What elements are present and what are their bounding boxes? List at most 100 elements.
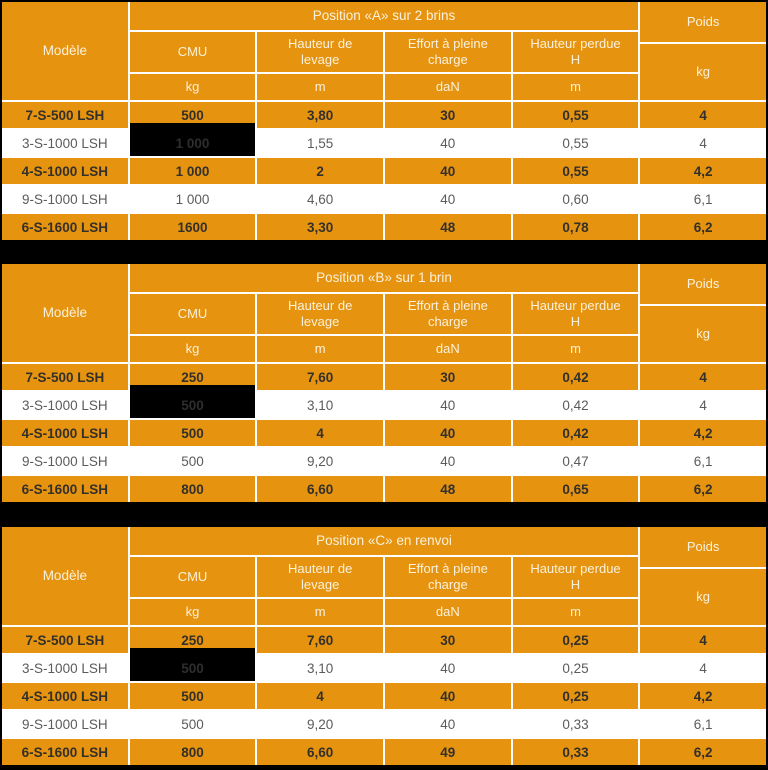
header-position-title: Position «C» en renvoi bbox=[129, 527, 639, 555]
cell-perdue: 0,33 bbox=[512, 739, 639, 765]
table-row: 4-S-1000 LSH 500 4 40 0,25 4,2 bbox=[2, 683, 766, 709]
cell-perdue: 0,60 bbox=[512, 186, 639, 212]
table-row: 3-S-1000 LSH 1 000 1,55 40 0,55 4 bbox=[2, 123, 766, 156]
unit-cmu-kg: kg bbox=[129, 336, 256, 362]
unit-cmu-kg: kg bbox=[129, 599, 256, 625]
cell-hauteur: 6,60 bbox=[257, 476, 383, 502]
cell-effort: 40 bbox=[384, 683, 511, 709]
cell-poids: 6,1 bbox=[640, 448, 766, 474]
header-modele: Modèle bbox=[2, 2, 128, 100]
unit-perdue-m: m bbox=[512, 336, 639, 362]
header-position-title: Position «B» sur 1 brin bbox=[129, 264, 639, 292]
cell-effort: 40 bbox=[384, 448, 511, 474]
cell-poids: 4 bbox=[640, 392, 766, 418]
cell-poids: 6,2 bbox=[640, 214, 766, 240]
header-modele: Modèle bbox=[2, 264, 128, 362]
unit-perdue-m: m bbox=[512, 74, 639, 100]
cell-perdue: 0,47 bbox=[512, 448, 639, 474]
cell-perdue: 0,25 bbox=[512, 655, 639, 681]
cell-poids: 4 bbox=[640, 364, 766, 390]
cell-cmu: 500 bbox=[129, 385, 256, 418]
header-poids-group: Poids kg bbox=[640, 2, 766, 100]
cell-poids: 6,1 bbox=[640, 711, 766, 737]
cell-poids: 6,1 bbox=[640, 186, 766, 212]
table-row: 9-S-1000 LSH 500 9,20 40 0,33 6,1 bbox=[2, 711, 766, 737]
cell-poids: 4,2 bbox=[640, 683, 766, 709]
cell-model: 9-S-1000 LSH bbox=[2, 711, 128, 737]
cell-cmu: 800 bbox=[129, 476, 256, 502]
cell-hauteur: 9,20 bbox=[257, 448, 383, 474]
cell-model: 9-S-1000 LSH bbox=[2, 448, 128, 474]
unit-poids-kg: kg bbox=[640, 44, 766, 100]
table-row: 6-S-1600 LSH 800 6,60 48 0,65 6,2 bbox=[2, 476, 766, 502]
cell-effort: 49 bbox=[384, 739, 511, 765]
cell-perdue: 0,55 bbox=[512, 102, 639, 128]
cell-perdue: 0,42 bbox=[512, 420, 639, 446]
cell-effort: 40 bbox=[384, 186, 511, 212]
cell-poids: 4 bbox=[640, 130, 766, 156]
header-hauteur-perdue: Hauteur perdue H bbox=[512, 294, 639, 334]
unit-effort-dan: daN bbox=[384, 74, 511, 100]
unit-effort-dan: daN bbox=[384, 599, 511, 625]
cell-model: 4-S-1000 LSH bbox=[2, 420, 128, 446]
cell-perdue: 0,42 bbox=[512, 364, 639, 390]
cell-perdue: 0,33 bbox=[512, 711, 639, 737]
table-row: 6-S-1600 LSH 800 6,60 49 0,33 6,2 bbox=[2, 739, 766, 765]
cell-model: 3-S-1000 LSH bbox=[2, 655, 128, 681]
cell-model: 3-S-1000 LSH bbox=[2, 130, 128, 156]
table-header: Modèle Position «C» en renvoi CMU Hauteu… bbox=[2, 527, 766, 625]
cell-perdue: 0,25 bbox=[512, 683, 639, 709]
cell-hauteur: 7,60 bbox=[257, 627, 383, 653]
header-effort-pleine-charge: Effort à pleine charge bbox=[384, 294, 511, 334]
cell-model: 7-S-500 LSH bbox=[2, 627, 128, 653]
cell-perdue: 0,25 bbox=[512, 627, 639, 653]
table-body: 7-S-500 LSH 250 7,60 30 0,42 4 3-S-1000 LSH 500… bbox=[2, 362, 766, 502]
table-row: 7-S-500 LSH 500 3,80 30 0,55 4 bbox=[2, 102, 766, 128]
cell-cmu: 800 bbox=[129, 739, 256, 765]
spec-table-position-c: Modèle Position «C» en renvoi CMU Hauteu… bbox=[2, 527, 766, 765]
cell-hauteur: 1,55 bbox=[257, 130, 383, 156]
cell-hauteur: 3,30 bbox=[257, 214, 383, 240]
cell-perdue: 0,55 bbox=[512, 158, 639, 184]
cell-poids: 4 bbox=[640, 655, 766, 681]
unit-hauteur-m: m bbox=[257, 74, 383, 100]
cell-poids: 4,2 bbox=[640, 420, 766, 446]
cell-model: 7-S-500 LSH bbox=[2, 364, 128, 390]
cell-poids: 4,2 bbox=[640, 158, 766, 184]
cell-perdue: 0,65 bbox=[512, 476, 639, 502]
cell-effort: 30 bbox=[384, 102, 511, 128]
cell-hauteur: 3,80 bbox=[257, 102, 383, 128]
header-poids: Poids bbox=[640, 264, 766, 304]
cell-poids: 4 bbox=[640, 627, 766, 653]
cell-effort: 40 bbox=[384, 392, 511, 418]
unit-hauteur-m: m bbox=[257, 599, 383, 625]
header-poids-group: Poids kg bbox=[640, 264, 766, 362]
cell-hauteur: 4 bbox=[257, 420, 383, 446]
header-cmu: CMU bbox=[129, 294, 256, 334]
cell-perdue: 0,55 bbox=[512, 130, 639, 156]
header-effort-pleine-charge: Effort à pleine charge bbox=[384, 32, 511, 72]
table-row: 7-S-500 LSH 250 7,60 30 0,42 4 bbox=[2, 364, 766, 390]
table-row: 7-S-500 LSH 250 7,60 30 0,25 4 bbox=[2, 627, 766, 653]
unit-hauteur-m: m bbox=[257, 336, 383, 362]
cell-cmu: 1 000 bbox=[129, 123, 256, 156]
unit-perdue-m: m bbox=[512, 599, 639, 625]
table-row: 4-S-1000 LSH 1 000 2 40 0,55 4,2 bbox=[2, 158, 766, 184]
cell-perdue: 0,78 bbox=[512, 214, 639, 240]
cell-cmu: 500 bbox=[129, 648, 256, 681]
cell-cmu: 1600 bbox=[129, 214, 256, 240]
table-row: 9-S-1000 LSH 500 9,20 40 0,47 6,1 bbox=[2, 448, 766, 474]
table-header: Modèle Position «A» sur 2 brins CMU Haut… bbox=[2, 2, 766, 100]
cell-hauteur: 3,10 bbox=[257, 392, 383, 418]
cell-model: 6-S-1600 LSH bbox=[2, 476, 128, 502]
spec-table-position-b: Modèle Position «B» sur 1 brin CMU Haute… bbox=[2, 264, 766, 502]
cell-hauteur: 2 bbox=[257, 158, 383, 184]
header-hauteur-perdue: Hauteur perdue H bbox=[512, 557, 639, 597]
header-hauteur-perdue: Hauteur perdue H bbox=[512, 32, 639, 72]
cell-effort: 48 bbox=[384, 214, 511, 240]
cell-effort: 40 bbox=[384, 655, 511, 681]
cell-effort: 40 bbox=[384, 420, 511, 446]
table-row: 3-S-1000 LSH 500 3,10 40 0,25 4 bbox=[2, 648, 766, 681]
cell-cmu: 500 bbox=[129, 420, 256, 446]
cell-effort: 30 bbox=[384, 364, 511, 390]
